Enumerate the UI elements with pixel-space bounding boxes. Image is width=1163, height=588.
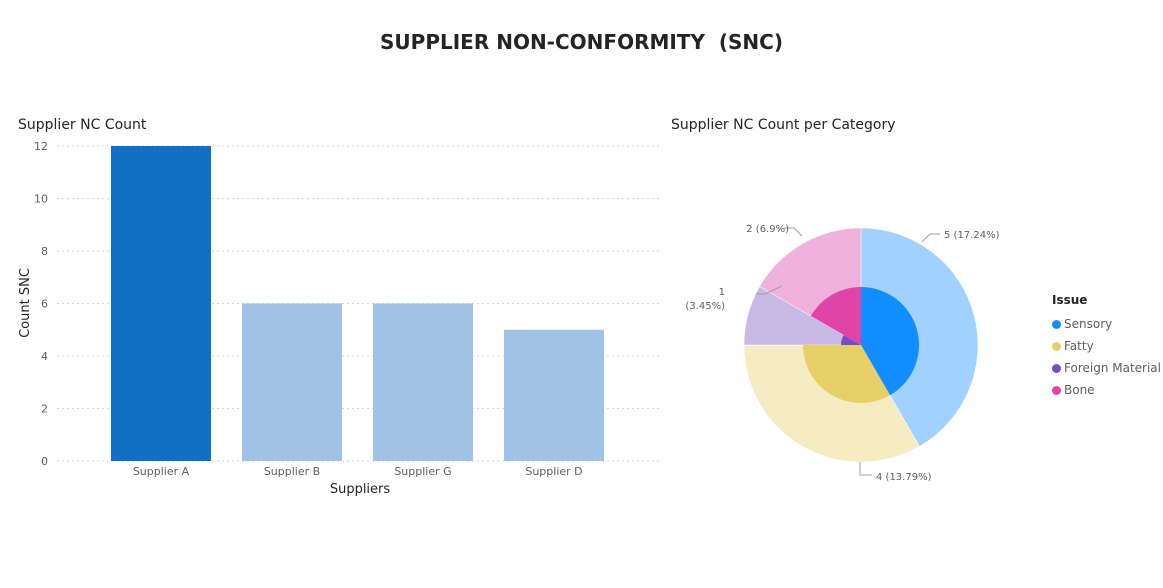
x-tick-label: Supplier A	[133, 465, 190, 478]
pie-data-labels: 5 (17.24%) 4 (13.79%) 1 (3.45%) 2 (6.9%)	[685, 224, 999, 483]
page-title: SUPPLIER NON-CONFORMITY (SNC)	[380, 30, 783, 54]
leader-line	[756, 285, 783, 295]
legend-marker	[1052, 341, 1061, 351]
legend-label: Fatty	[1064, 339, 1094, 353]
y-tick-label: 12	[34, 140, 48, 153]
legend-item-fatty[interactable]: Fatty	[1052, 335, 1161, 357]
legend-label: Bone	[1064, 383, 1095, 397]
x-tick-label: Supplier D	[525, 465, 582, 478]
pie-chart-title: Supplier NC Count per Category	[671, 117, 896, 133]
legend-item-sensory[interactable]: Sensory	[1052, 313, 1161, 335]
y-tick-label: 8	[41, 245, 48, 258]
leader-line	[784, 227, 803, 237]
legend-item-bone[interactable]: Bone	[1052, 379, 1161, 401]
inner-slice-sensory[interactable]	[861, 287, 919, 396]
inner-slice-foreign-material[interactable]	[841, 335, 861, 345]
inner-slice-bone[interactable]	[810, 287, 861, 345]
bar-supplier-a[interactable]	[111, 146, 211, 461]
y-tick-label: 6	[41, 298, 48, 311]
leader-line	[921, 233, 940, 243]
legend-title: Issue	[1052, 293, 1088, 307]
y-tick-label: 4	[41, 350, 48, 363]
pie-data-label: 2 (6.9%)	[746, 224, 789, 235]
bar-chart-title: Supplier NC Count	[18, 117, 147, 133]
leader-line	[859, 462, 872, 476]
pie-data-label: 5 (17.24%)	[944, 230, 1000, 241]
pie-chart: 5 (17.24%) 4 (13.79%) 1 (3.45%) 2 (6.9%)	[685, 224, 999, 483]
pie-legend: Issue Sensory Fatty Foreign Material Bone	[1052, 293, 1161, 401]
y-tick-label: 0	[41, 455, 48, 468]
legend-marker	[1052, 319, 1061, 329]
y-tick-label: 10	[34, 193, 48, 206]
y-tick-label: 2	[41, 403, 48, 416]
bar-supplier-d[interactable]	[504, 329, 604, 461]
bar-supplier-g[interactable]	[373, 303, 473, 462]
x-tick-label: Supplier B	[264, 465, 320, 478]
x-axis-title: Suppliers	[330, 482, 391, 497]
legend-item-foreign-material[interactable]: Foreign Material	[1052, 357, 1161, 379]
inner-slice-fatty[interactable]	[803, 345, 890, 403]
y-axis-title: Count SNC	[18, 268, 33, 338]
x-tick-label: Supplier G	[394, 465, 451, 478]
legend-marker	[1052, 385, 1061, 395]
pie-data-label: 4 (13.79%)	[876, 472, 932, 483]
pie-data-label: (3.45%)	[685, 301, 725, 312]
bar-supplier-b[interactable]	[242, 303, 342, 462]
pie-data-label: 1	[719, 287, 725, 298]
legend-marker	[1052, 363, 1061, 373]
legend-label: Sensory	[1064, 317, 1113, 331]
legend-label: Foreign Material	[1064, 361, 1161, 375]
